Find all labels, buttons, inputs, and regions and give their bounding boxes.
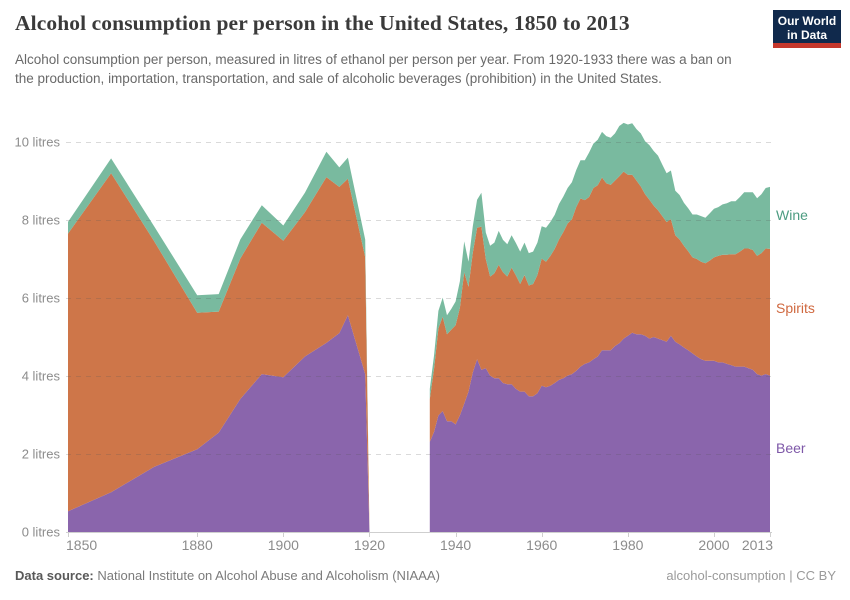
area-wine[interactable]	[68, 151, 370, 533]
area-beer[interactable]	[68, 315, 370, 532]
x-tick-label: 1850	[66, 537, 97, 553]
area-spirits[interactable]	[429, 171, 770, 442]
x-tick-label: 1920	[354, 537, 385, 553]
area-beer[interactable]	[429, 332, 770, 532]
x-tick-label: 1900	[268, 537, 299, 553]
series-label-spirits[interactable]: Spirits	[776, 300, 815, 316]
license-link[interactable]: alcohol-consumption | CC BY	[666, 568, 836, 583]
x-tick-label: 2000	[698, 537, 729, 553]
y-tick-label: 10 litres	[14, 135, 60, 150]
data-source-value: National Institute on Alcohol Abuse and …	[97, 568, 440, 583]
data-source-label: Data source:	[15, 568, 94, 583]
area-wine[interactable]	[429, 122, 770, 400]
x-tick-label: 1880	[182, 537, 213, 553]
x-tick-label: 2013	[742, 537, 773, 553]
page-title: Alcohol consumption per person in the Un…	[15, 11, 630, 35]
y-tick-label: 2 litres	[22, 447, 61, 462]
x-tick-label: 1960	[526, 537, 557, 553]
area-spirits[interactable]	[68, 173, 370, 532]
x-tick-label: 1940	[440, 537, 471, 553]
y-tick-label: 8 litres	[22, 213, 61, 228]
data-source: Data source: National Institute on Alcoh…	[15, 568, 440, 583]
chart-subtitle: Alcohol consumption per person, measured…	[15, 52, 732, 87]
owid-logo-line1: Our World	[777, 14, 837, 28]
y-tick-label: 4 litres	[22, 369, 61, 384]
x-tick-label: 1980	[612, 537, 643, 553]
owid-logo-line2: in Data	[786, 28, 827, 42]
y-tick-label: 6 litres	[22, 291, 61, 306]
series-label-beer[interactable]: Beer	[776, 440, 806, 456]
owid-logo-red-bar	[773, 43, 841, 48]
series-label-wine[interactable]: Wine	[776, 207, 808, 223]
y-tick-label: 0 litres	[22, 525, 61, 540]
owid-logo[interactable]: Our World in Data	[773, 10, 841, 48]
